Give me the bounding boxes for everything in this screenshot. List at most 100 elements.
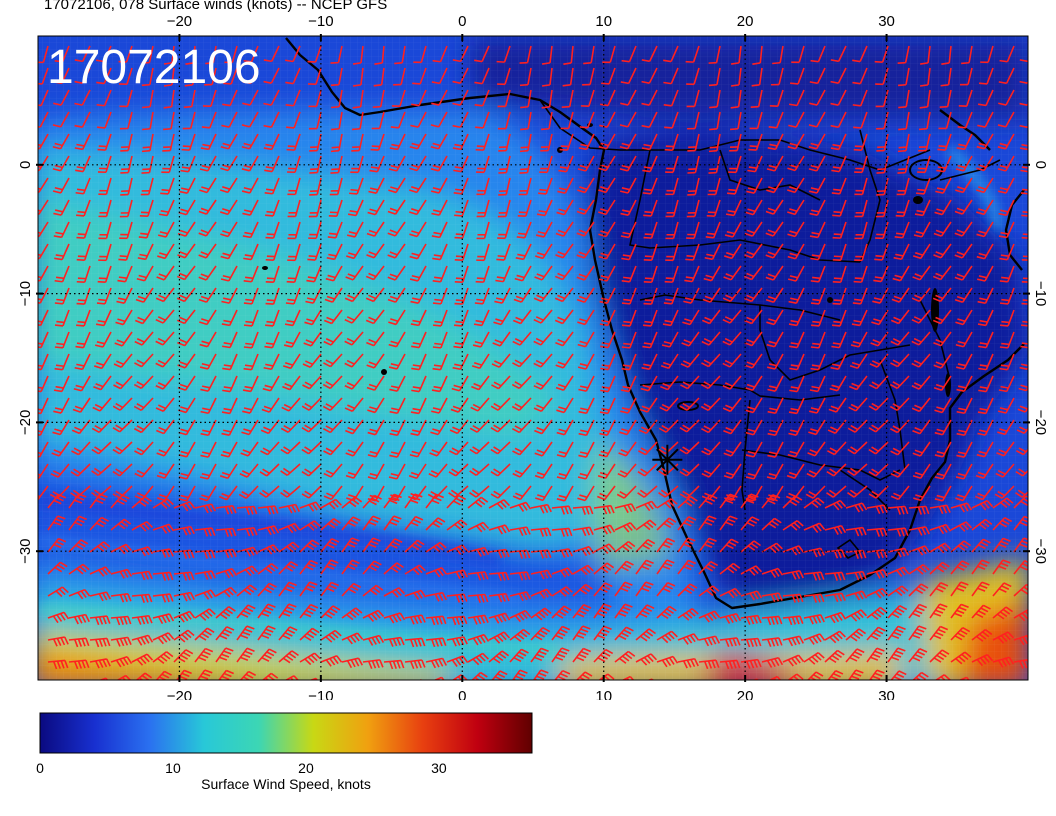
wind-barb: [912, 419, 931, 435]
wind-barb: [110, 518, 132, 531]
wind-barb: [809, 67, 826, 85]
wind-barb: [173, 525, 195, 536]
wind-barb: [593, 562, 615, 575]
wind-barb: [1019, 124, 1028, 129]
wind-barb: [852, 89, 868, 107]
wind-barb: [241, 419, 259, 436]
wind-barb: [831, 331, 847, 349]
wind-barb: [431, 375, 448, 393]
wind-barb: [810, 287, 826, 305]
wind-barb: [51, 441, 70, 457]
wind-barb: [330, 45, 343, 64]
wind-barb: [908, 603, 928, 619]
wind-barb: [701, 309, 721, 325]
wind-barb: [38, 375, 49, 393]
wind-barb: [47, 586, 69, 598]
wind-barb: [490, 485, 511, 499]
wind-barb: [163, 89, 175, 109]
wind-barb: [509, 571, 531, 581]
wind-barb: [682, 309, 700, 326]
wind-barb: [992, 606, 1014, 620]
wind-barb: [876, 177, 889, 196]
wind-barb: [782, 495, 803, 509]
wind-barb: [677, 657, 699, 669]
wind-barb: [992, 516, 1013, 531]
wind-barb: [934, 441, 952, 458]
wind-barb: [534, 265, 553, 281]
wind-barb: [240, 441, 259, 457]
wind-barb: [280, 441, 301, 455]
wind-barb: [309, 133, 322, 152]
wind-barb: [389, 397, 406, 415]
wind-barb: [366, 243, 385, 259]
wind-barb: [971, 538, 991, 553]
wind-barb: [950, 626, 971, 641]
wind-barb: [409, 265, 427, 282]
wind-barb: [509, 610, 532, 623]
wind-barb: [512, 441, 532, 456]
wind-barb: [113, 353, 133, 368]
wind-barb: [766, 331, 784, 348]
wind-barb: [201, 111, 217, 129]
wind-barb: [38, 485, 49, 501]
wind-barb: [383, 659, 405, 670]
wind-barb: [264, 155, 280, 173]
wind-barb: [576, 265, 595, 281]
wind-barb: [388, 155, 406, 172]
wind-barb: [388, 463, 406, 480]
wind-barb: [782, 519, 804, 531]
wind-barb: [74, 89, 91, 106]
wind-barb: [299, 603, 319, 619]
lon-tick-label: 10: [595, 688, 612, 700]
wind-barb: [868, 441, 889, 455]
wind-barb: [431, 199, 448, 216]
wind-barb: [831, 177, 847, 195]
wind-barb: [745, 441, 763, 458]
wind-barb: [365, 287, 385, 303]
wind-barb: [474, 287, 490, 305]
wind-barb: [824, 630, 846, 644]
wind-barb: [887, 527, 909, 537]
wind-barb: [467, 614, 489, 625]
wind-barb: [409, 243, 427, 260]
wind-barb: [572, 583, 593, 597]
wind-barb: [824, 524, 847, 535]
wind-barb: [383, 515, 402, 531]
wind-barb: [740, 590, 763, 601]
wind-barb: [701, 463, 721, 478]
wind-barb: [54, 265, 70, 283]
wind-barb: [278, 561, 299, 575]
longitude-labels: −20 −20 −10 −10 0 0 10 10 20 20 30 30: [167, 13, 895, 700]
wind-barb: [241, 155, 259, 172]
wind-barb: [446, 636, 468, 647]
wind-barb: [383, 538, 403, 553]
wind-barb: [614, 650, 636, 664]
wind-barb: [598, 199, 616, 216]
wind-barb: [278, 603, 297, 619]
wind-barb: [643, 309, 658, 327]
wind-barb: [287, 221, 301, 240]
wind-barb: [684, 265, 700, 283]
wind-barb: [112, 441, 133, 455]
wind-barb: [656, 605, 677, 620]
wind-barb: [497, 221, 511, 240]
wind-barb: [363, 682, 383, 691]
wind-barb: [934, 199, 952, 216]
wind-barb: [450, 397, 469, 413]
wind-barb: [849, 353, 868, 369]
wind-barb: [323, 309, 343, 325]
wind-barb: [809, 397, 826, 414]
wind-barb: [384, 682, 404, 691]
wind-barb: [873, 265, 889, 283]
wind-barb: [320, 517, 341, 531]
wind-barb: [918, 133, 931, 152]
wind-barb: [242, 375, 259, 393]
wind-barb: [112, 397, 133, 411]
wind-barb: [656, 537, 676, 553]
wind-barb: [515, 243, 532, 261]
wind-barb: [467, 571, 489, 581]
wind-barb: [305, 287, 322, 304]
wind-barb: [876, 155, 889, 174]
wind-barb: [519, 67, 532, 87]
wind-barb: [541, 89, 553, 109]
